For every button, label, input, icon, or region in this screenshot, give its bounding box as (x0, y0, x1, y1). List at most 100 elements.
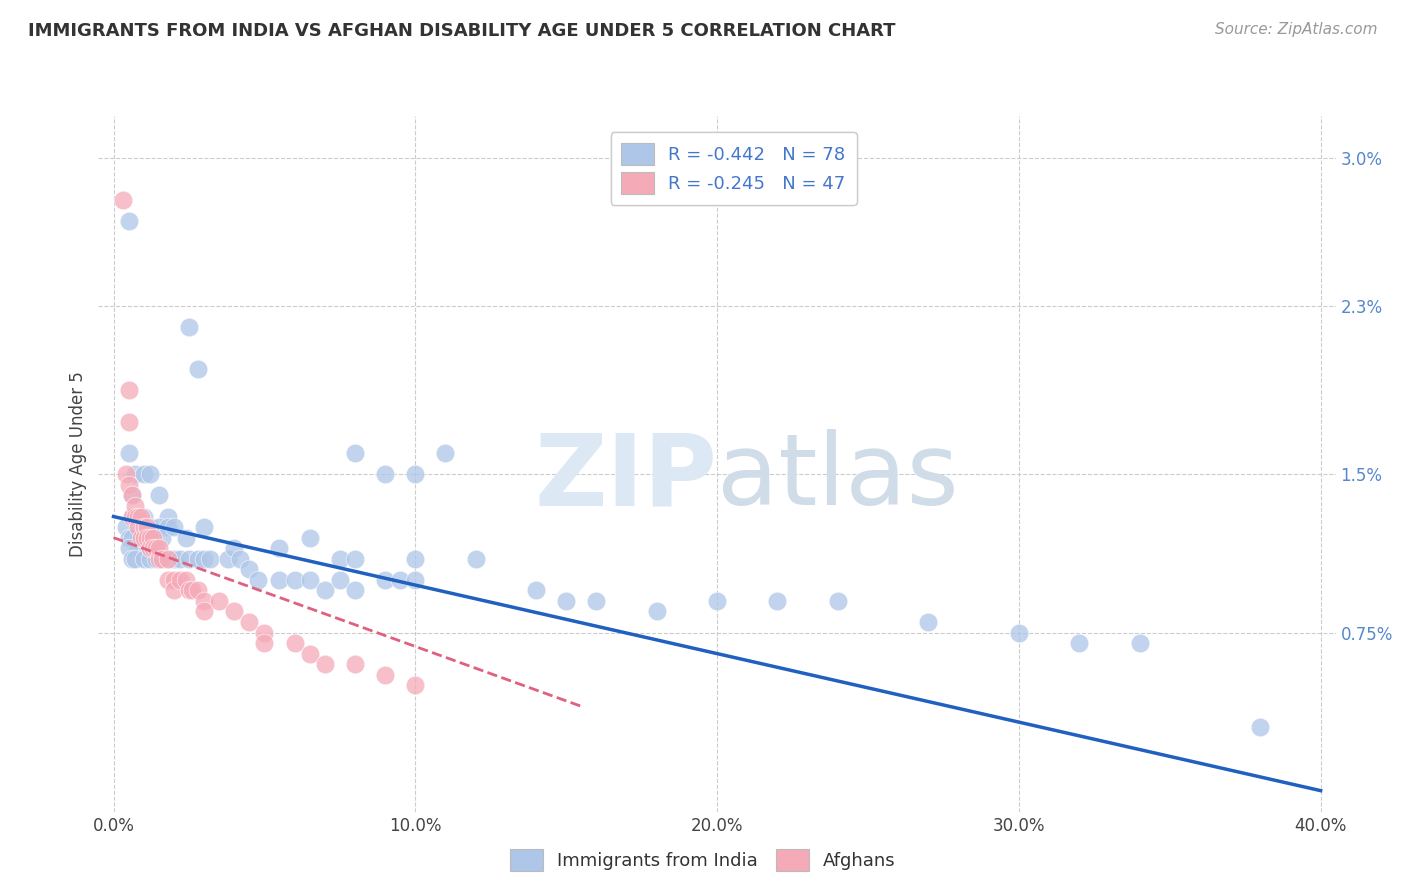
Point (121, 509, 143, 524)
Point (298, 647, 321, 661)
Point (150, 551, 173, 566)
Point (177, 583, 200, 598)
Point (827, 594, 849, 608)
Point (284, 573, 307, 587)
Point (343, 583, 366, 598)
Point (229, 551, 252, 566)
Point (389, 573, 412, 587)
Point (145, 551, 167, 566)
Text: ZIP: ZIP (534, 429, 717, 526)
Point (298, 531, 321, 545)
Point (121, 488, 143, 502)
Point (253, 625, 276, 640)
Point (706, 594, 728, 608)
Point (524, 583, 547, 598)
Point (129, 531, 152, 545)
Point (314, 657, 336, 672)
Point (174, 573, 197, 587)
Point (138, 551, 160, 566)
Point (404, 551, 426, 566)
Point (645, 604, 668, 618)
Point (121, 551, 143, 566)
Point (181, 583, 204, 598)
Point (434, 446, 457, 460)
Point (163, 583, 186, 598)
Point (127, 520, 149, 534)
Point (198, 551, 221, 566)
Point (238, 615, 260, 629)
Point (132, 551, 155, 566)
Point (117, 415, 139, 429)
Point (329, 573, 352, 587)
Point (156, 520, 179, 534)
Point (145, 541, 167, 556)
Point (177, 319, 200, 334)
Point (343, 657, 366, 672)
Point (464, 551, 486, 566)
Point (1128, 636, 1150, 650)
Point (253, 636, 276, 650)
Point (284, 636, 307, 650)
Point (163, 573, 186, 587)
Point (1008, 625, 1031, 640)
Point (129, 509, 152, 524)
Point (329, 551, 352, 566)
Point (117, 478, 139, 492)
Point (404, 678, 426, 692)
Point (343, 551, 366, 566)
Point (124, 551, 146, 566)
Point (163, 520, 186, 534)
Point (117, 446, 139, 460)
Point (150, 531, 173, 545)
Point (269, 573, 291, 587)
Point (156, 509, 179, 524)
Point (114, 467, 136, 482)
Point (193, 594, 215, 608)
Point (374, 573, 396, 587)
Point (1069, 636, 1091, 650)
Point (117, 383, 139, 397)
Point (111, 194, 134, 208)
Point (148, 551, 170, 566)
Point (343, 446, 366, 460)
Point (1249, 720, 1271, 734)
Point (314, 583, 336, 598)
Point (555, 594, 578, 608)
Point (124, 499, 146, 513)
Point (156, 573, 179, 587)
Point (127, 509, 149, 524)
Point (132, 509, 155, 524)
Point (132, 467, 155, 482)
Point (127, 541, 149, 556)
Point (224, 604, 246, 618)
Point (187, 583, 209, 598)
Point (187, 362, 209, 376)
Point (138, 531, 160, 545)
Point (145, 541, 167, 556)
Point (132, 531, 155, 545)
Point (374, 467, 396, 482)
Point (138, 467, 160, 482)
Point (766, 594, 789, 608)
Point (148, 488, 170, 502)
Point (121, 488, 143, 502)
Point (114, 520, 136, 534)
Point (238, 562, 260, 576)
Point (142, 541, 165, 556)
Point (193, 551, 215, 566)
Point (124, 509, 146, 524)
Point (174, 531, 197, 545)
Point (269, 541, 291, 556)
Point (374, 667, 396, 681)
Point (124, 467, 146, 482)
Legend: Immigrants from India, Afghans: Immigrants from India, Afghans (503, 842, 903, 879)
Point (156, 551, 179, 566)
Point (156, 551, 179, 566)
Text: Source: ZipAtlas.com: Source: ZipAtlas.com (1215, 22, 1378, 37)
Point (193, 604, 215, 618)
Point (127, 509, 149, 524)
Legend: R = -0.442   N = 78, R = -0.245   N = 47: R = -0.442 N = 78, R = -0.245 N = 47 (610, 132, 856, 205)
Point (132, 531, 155, 545)
Point (117, 214, 139, 228)
Point (298, 573, 321, 587)
